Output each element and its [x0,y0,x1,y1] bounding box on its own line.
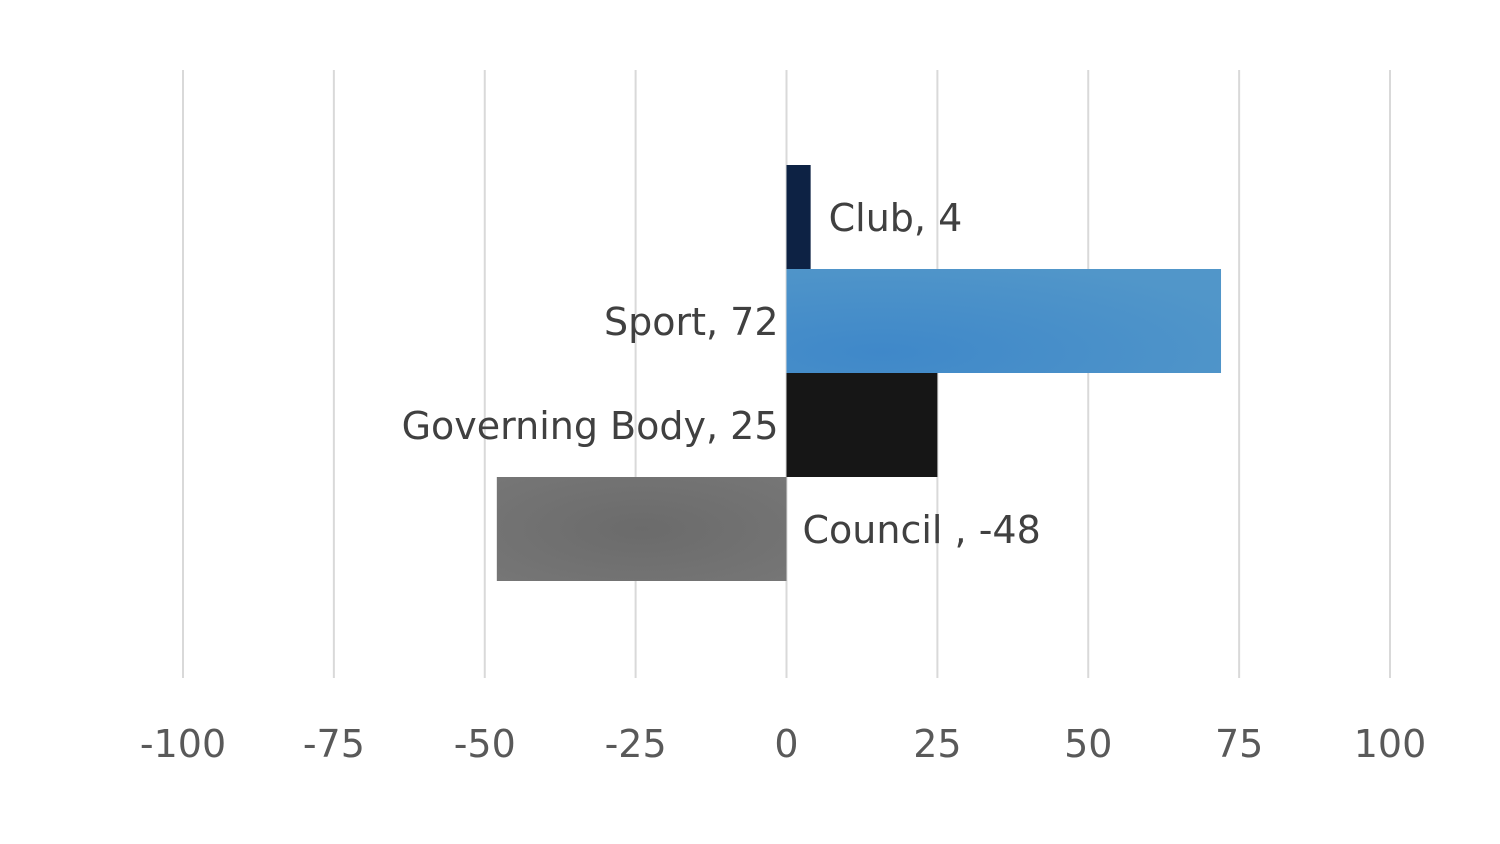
data-label: Club, 4 [829,196,963,240]
x-tick-label: 75 [1215,722,1263,766]
bar-sport [786,269,1222,373]
x-tick-label: 0 [774,722,798,766]
x-tick-label: -50 [454,722,516,766]
x-axis-tick-labels: -100 -75 -50 -25 0 25 50 75 100 [140,722,1426,766]
x-tick-label: 50 [1064,722,1112,766]
x-tick-label: -100 [140,722,226,766]
data-label: Council , -48 [803,508,1041,552]
data-labels: Club, 4 Sport, 72 Governing Body, 25 Counci… [402,196,1041,552]
x-tick-label: -25 [605,722,667,766]
bar-governing-body [786,373,938,477]
bar-club [786,165,811,269]
bar-council [496,477,787,581]
bars [496,165,1222,581]
x-tick-label: 100 [1354,722,1427,766]
x-tick-label: 25 [913,722,961,766]
data-label: Governing Body, 25 [402,404,779,448]
data-label: Sport, 72 [604,300,779,344]
x-tick-label: -75 [303,722,365,766]
